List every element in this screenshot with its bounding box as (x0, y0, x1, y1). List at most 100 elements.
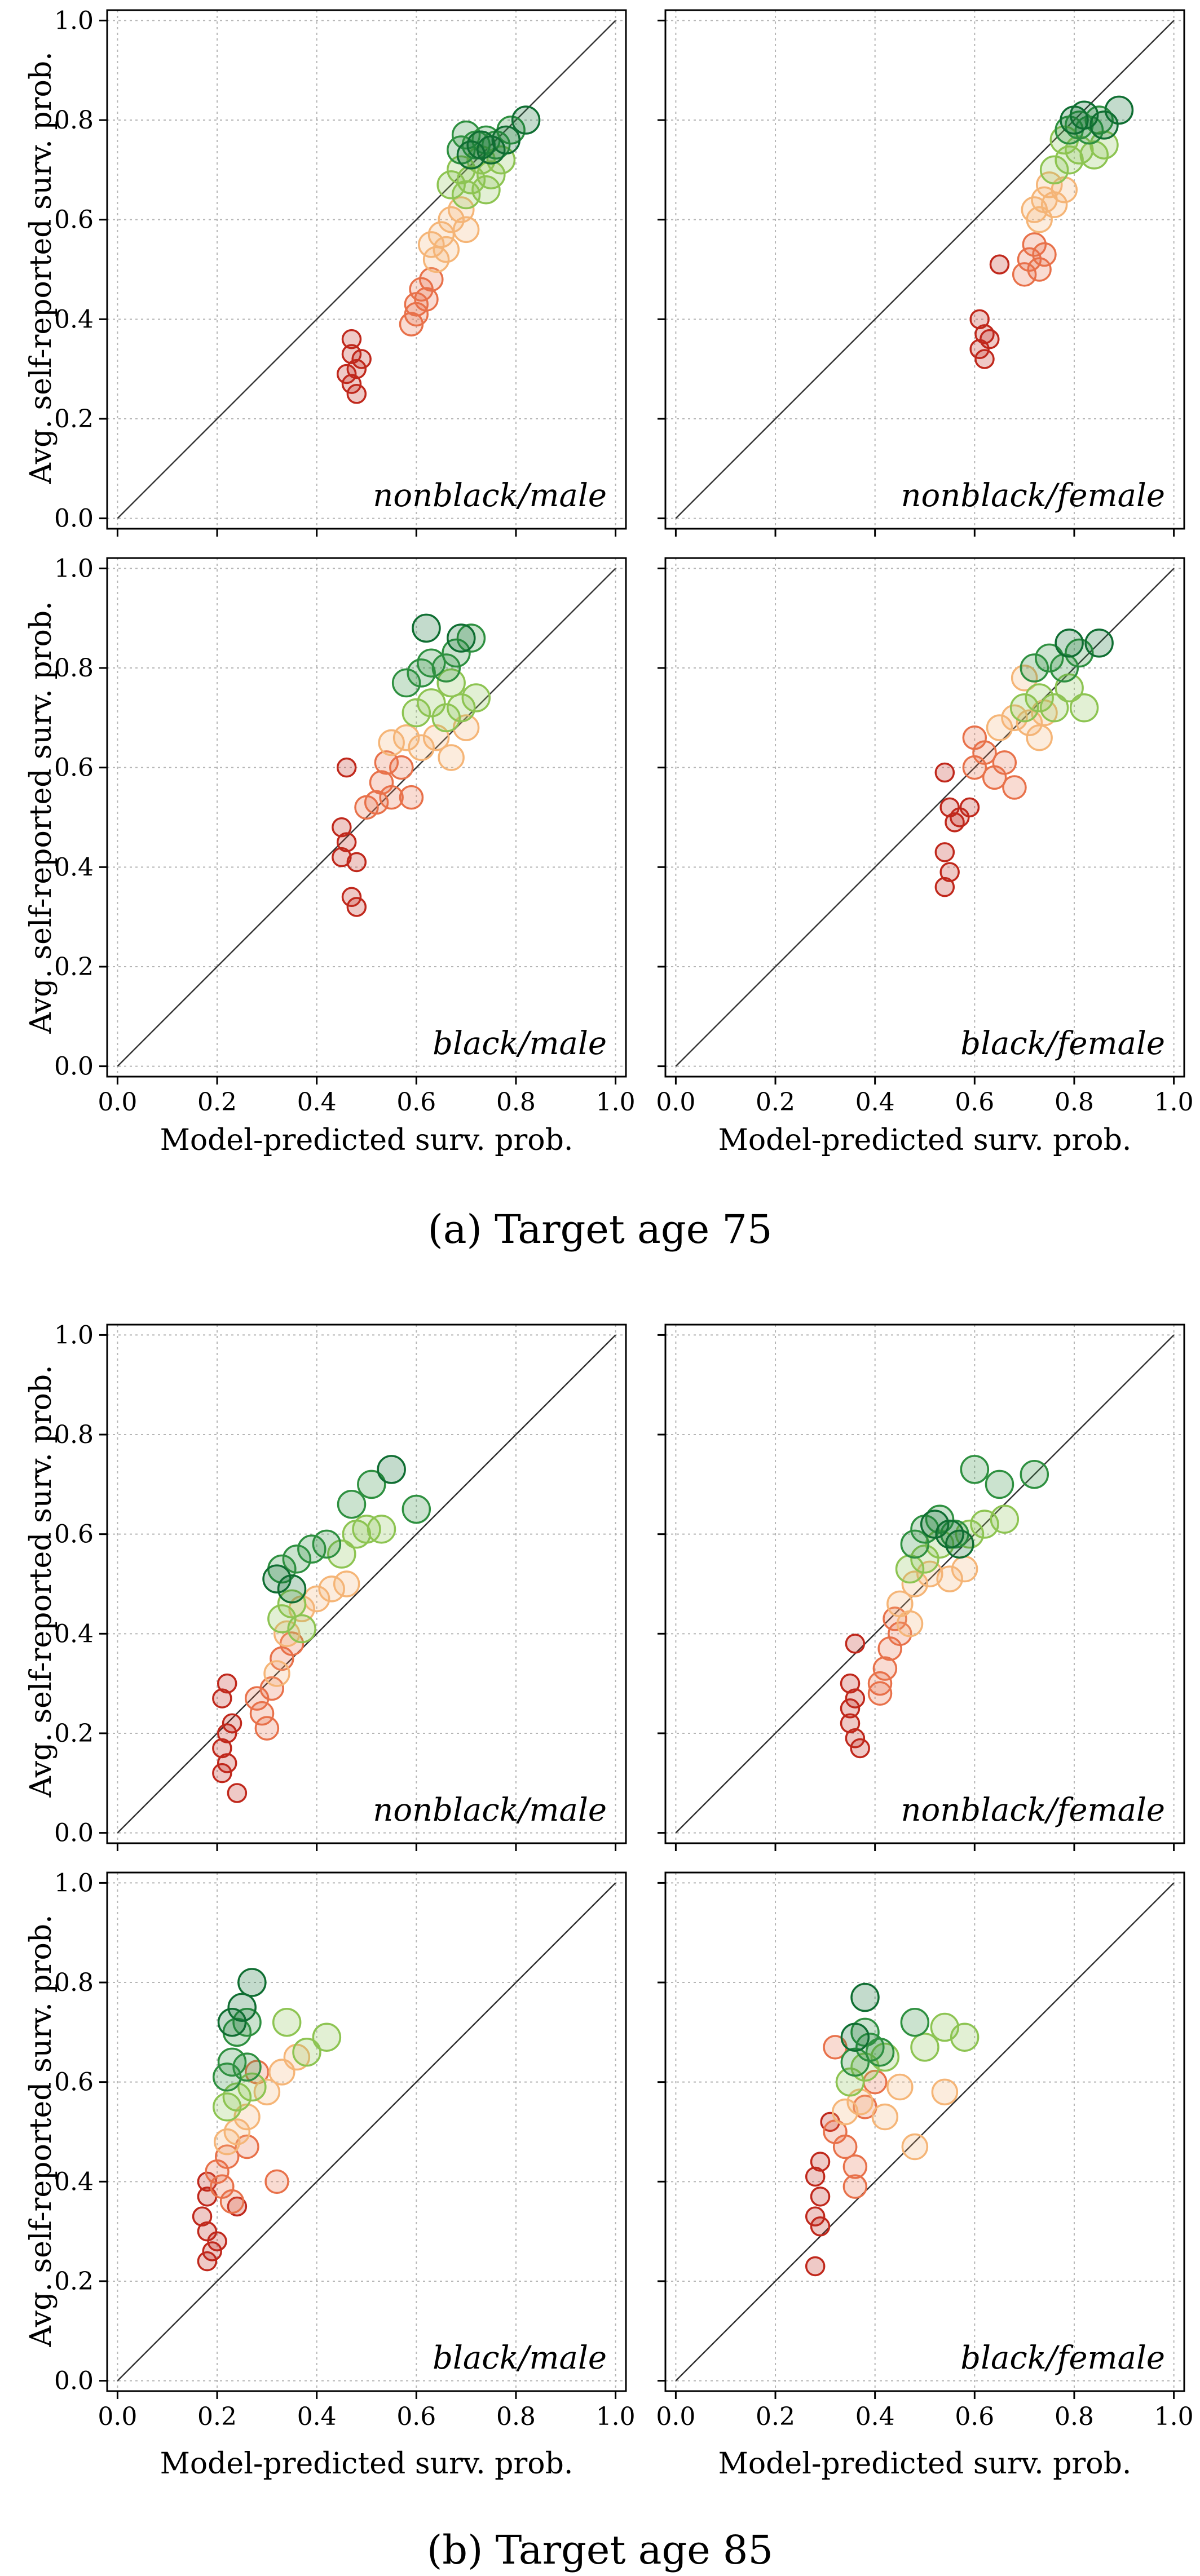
y-tick-label: 1.0 (54, 554, 94, 583)
y-tick-label: 0.2 (54, 405, 94, 433)
scatter-point (202, 2241, 222, 2261)
scatter-point (883, 1606, 907, 1631)
scatter-point (417, 688, 446, 718)
y-tick-label: 0.0 (54, 1819, 94, 1848)
scatter-point (364, 790, 389, 815)
scatter-point (910, 2033, 939, 2062)
scatter-point (283, 2043, 311, 2071)
scatter-point (392, 724, 420, 751)
panel-label: nonblack/male (373, 477, 607, 514)
scatter-point (805, 2206, 826, 2227)
scatter-point (491, 125, 521, 155)
scatter-point (346, 852, 367, 873)
scatter-point (378, 729, 405, 756)
y-axis-title: Avg. self-reported surv. prob. (24, 601, 58, 1034)
axes-frame (106, 1871, 627, 2392)
scatter-point (418, 231, 445, 258)
scatter-point (840, 1713, 861, 1734)
scatter-point (438, 744, 465, 771)
scatter-point (895, 1554, 925, 1584)
x-tick-label: 0.2 (197, 1088, 237, 1117)
scatter-point (352, 1515, 381, 1544)
scatter-point (990, 1504, 1020, 1534)
scatter-point (254, 1716, 280, 1741)
x-tick-label: 0.0 (656, 1088, 695, 1117)
y-tick-label: 0.6 (54, 1520, 94, 1549)
x-axis-title: Model-predicted surv. prob. (718, 1123, 1132, 1157)
scatter-point (264, 2169, 289, 2194)
x-tick-label: 0.4 (297, 1088, 337, 1117)
scatter-point (1089, 130, 1119, 160)
scatter-point (1020, 1459, 1049, 1489)
scatter-point (277, 1574, 307, 1604)
scatter-point (989, 254, 1010, 275)
scatter-point (219, 2189, 245, 2214)
y-tick-label: 1.0 (54, 1321, 94, 1349)
panel-label: nonblack/female (901, 477, 1165, 514)
x-tick-label: 1.0 (1154, 2402, 1194, 2431)
scatter-point (217, 1723, 237, 1743)
scatter-point (402, 698, 431, 728)
scatter-point (805, 2166, 826, 2187)
diagonal-line (675, 1882, 1175, 2382)
scatter-point (404, 302, 429, 327)
scatter-point (850, 1738, 870, 1759)
scatter-point (867, 1681, 893, 1706)
diagonal-line (675, 1334, 1175, 1834)
y-tick-label: 0.8 (54, 1968, 94, 1997)
scatter-point (438, 206, 465, 233)
x-tick-label: 1.0 (596, 2402, 636, 2431)
scatter-point (931, 2078, 959, 2106)
scatter-point (346, 358, 367, 379)
scatter-point (433, 236, 460, 263)
scatter-point (292, 2037, 321, 2067)
scatter-point (939, 862, 960, 882)
panel-label: nonblack/male (373, 1792, 607, 1829)
scatter-point (357, 1470, 386, 1499)
scatter-point (1022, 232, 1047, 257)
scatter-point (456, 623, 486, 653)
panel-label: black/female (960, 2340, 1165, 2376)
scatter-point (840, 2022, 870, 2052)
scatter-point (377, 1455, 406, 1484)
y-tick-label: 0.4 (54, 1619, 94, 1648)
scatter-point (477, 135, 506, 165)
scatter-point (336, 757, 357, 778)
scatter-point (850, 1982, 880, 2012)
axes-frame (664, 9, 1185, 530)
scatter-point (412, 613, 441, 643)
diagonal-line (117, 1882, 616, 2382)
scatter-point (217, 1753, 237, 1773)
scatter-point (842, 2154, 868, 2179)
scatter-point (945, 1529, 974, 1559)
scatter-panel: 0.00.0 0.2 0.2 0.4 0.4 0.6 0.6 0.8 0.8 1.0 1.0 blac… (54, 1869, 636, 2431)
x-tick-label: 0.6 (955, 2402, 994, 2431)
scatter-point (1009, 693, 1039, 723)
scatter-point (232, 2052, 262, 2082)
scatter-point (312, 2022, 342, 2052)
scatter-point (402, 1494, 431, 1524)
scatter-point (389, 755, 414, 780)
scatter-point (422, 246, 450, 273)
y-tick-label: 0.2 (54, 953, 94, 981)
scatter-point (1039, 155, 1069, 185)
scatter-point (341, 344, 362, 364)
scatter-point (886, 2073, 914, 2101)
scatter-point (212, 1763, 232, 1783)
scatter-point (900, 1529, 930, 1559)
y-tick-label: 1.0 (54, 1869, 94, 1897)
caption-target-age-75: (a) Target age 75 (428, 1206, 773, 1252)
scatter-point (222, 1713, 242, 1734)
scatter-point (212, 1738, 232, 1759)
scatter-point (341, 374, 362, 394)
x-tick-label: 0.8 (1055, 2402, 1094, 2431)
scatter-point (974, 349, 995, 369)
scatter-point (951, 1555, 978, 1583)
x-tick-label: 0.0 (656, 2402, 695, 2431)
scatter-point (374, 750, 399, 775)
scatter-point (1039, 693, 1069, 723)
scatter-point (1049, 653, 1079, 683)
scatter-point (312, 1529, 342, 1559)
scatter-point (934, 842, 955, 862)
